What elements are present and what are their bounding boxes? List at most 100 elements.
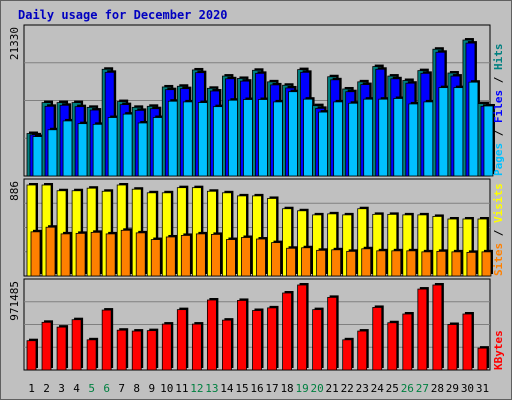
bar-kbytes-kbytes-20-face [312,309,323,371]
day-label-26: 26 [401,382,414,395]
day-label-14: 14 [220,382,234,395]
bar-visits-sites-29 [451,249,463,277]
bar-kbytes-kbytes-31-face [477,347,488,371]
legend-entry-pages: Pages [492,143,505,176]
day-label-19: 19 [295,382,308,395]
bar-kbytes-kbytes-12 [191,322,204,371]
legend-separator: / [492,70,505,90]
day-label-18: 18 [280,382,293,395]
bar-visits-sites-17 [271,240,283,277]
bar-kbytes-kbytes-12-face [191,323,202,371]
day-label-8: 8 [133,382,140,395]
day-label-11: 11 [175,382,188,395]
bar-visits-sites-20 [316,248,328,277]
bar-visits-sites-29-face [451,251,462,277]
day-label-22: 22 [341,382,354,395]
bar-visits-sites-13 [210,232,223,277]
bar-kbytes-kbytes-22-face [342,339,353,371]
bar-visits-sites-8 [135,230,148,277]
bar-kbytes-kbytes-18-face [282,292,292,371]
bar-visits-sites-13-face [210,234,221,277]
bar-visits-sites-15-face [241,237,251,277]
day-label-9: 9 [148,382,155,395]
bar-visits-sites-21-face [331,249,342,277]
bar-kbytes-kbytes-26 [402,312,414,371]
bar-kbytes-kbytes-11 [176,307,189,371]
bar-kbytes-kbytes-13 [206,298,219,371]
bar-visits-sites-10-face [165,236,176,277]
day-label-25: 25 [386,382,399,395]
bar-kbytes-kbytes-9-face [146,330,157,371]
bar-hits-pages-10-face [167,100,178,177]
bar-hits-pages-27-face [423,101,434,177]
bar-visits-sites-20-face [316,249,327,277]
bar-kbytes-kbytes-19 [297,283,309,371]
bar-visits-sites-9 [150,237,163,277]
day-label-17: 17 [265,382,278,395]
bar-visits-sites-19 [301,245,313,277]
bar-hits-pages-22-face [348,102,359,177]
bar-visits-sites-31 [481,249,493,277]
bar-visits-sites-24 [376,248,388,277]
bar-visits-sites-28 [436,249,448,277]
bar-kbytes-kbytes-21-face [327,296,338,371]
day-label-2: 2 [43,382,50,395]
bar-kbytes-kbytes-4 [71,317,84,371]
bar-kbytes-kbytes-24 [372,305,384,371]
bar-hits-pages-2-face [47,129,58,177]
bar-visits-sites-7-face [120,229,131,277]
legend-entry-visits: Visits [492,183,505,223]
chart-title: Daily usage for December 2020 [18,8,228,22]
bar-kbytes-kbytes-2 [41,320,54,371]
day-label-28: 28 [431,382,444,395]
bar-visits-sites-11-face [180,235,191,277]
bar-hits-pages-11-face [182,101,193,177]
bar-visits-sites-1 [30,229,42,277]
day-label-29: 29 [446,382,459,395]
bar-visits-sites-31-face [481,251,492,277]
bar-visits-sites-11 [180,233,193,277]
bar-hits-pages-31 [483,103,495,177]
bar-visits-sites-1-face [30,231,41,277]
bar-kbytes-kbytes-29-face [447,324,458,371]
bar-kbytes-kbytes-18 [282,291,294,371]
bar-visits-sites-22 [346,249,358,277]
bar-kbytes-kbytes-14 [222,318,234,371]
day-label-4: 4 [73,382,80,395]
bar-kbytes-kbytes-10-face [161,323,172,371]
bar-kbytes-kbytes-21 [327,295,339,371]
legend-separator: / [492,223,505,243]
bar-hits-pages-26-face [408,103,419,177]
bar-visits-sites-18-face [286,247,296,277]
bar-kbytes-kbytes-27 [417,287,429,371]
bar-visits-sites-8-face [135,232,146,277]
bar-kbytes-kbytes-26-face [402,313,413,371]
bar-visits-sites-21 [331,247,343,277]
bar-kbytes-kbytes-29 [447,322,459,371]
bar-kbytes-kbytes-23-face [357,330,368,371]
bar-kbytes-kbytes-1-face [26,340,37,371]
bar-visits-sites-10 [165,234,178,277]
day-label-15: 15 [235,382,248,395]
bar-kbytes-kbytes-3 [56,325,69,371]
bar-visits-sites-6 [105,231,118,277]
day-label-23: 23 [356,382,369,395]
bar-visits-sites-5 [90,230,103,277]
legend-kbytes: KBytes [492,330,505,370]
bar-kbytes-kbytes-5-face [86,339,97,371]
bar-hits-pages-13-face [212,106,223,177]
bar-kbytes-kbytes-13-face [206,299,217,371]
bar-hits-pages-17-face [273,101,283,177]
bar-hits-pages-25-face [393,98,404,177]
bar-visits-sites-28-face [436,250,447,277]
bar-kbytes-kbytes-1 [26,338,38,371]
day-label-24: 24 [371,382,385,395]
bar-kbytes-kbytes-16 [252,308,264,371]
bar-visits-sites-23-face [361,248,372,277]
bar-visits-sites-2 [45,225,58,277]
bar-kbytes-kbytes-7-face [116,329,127,371]
bar-visits-sites-18 [286,246,298,277]
bar-visits-sites-4-face [75,232,86,277]
bar-kbytes-kbytes-4-face [71,319,82,371]
bar-visits-sites-27 [421,249,433,277]
